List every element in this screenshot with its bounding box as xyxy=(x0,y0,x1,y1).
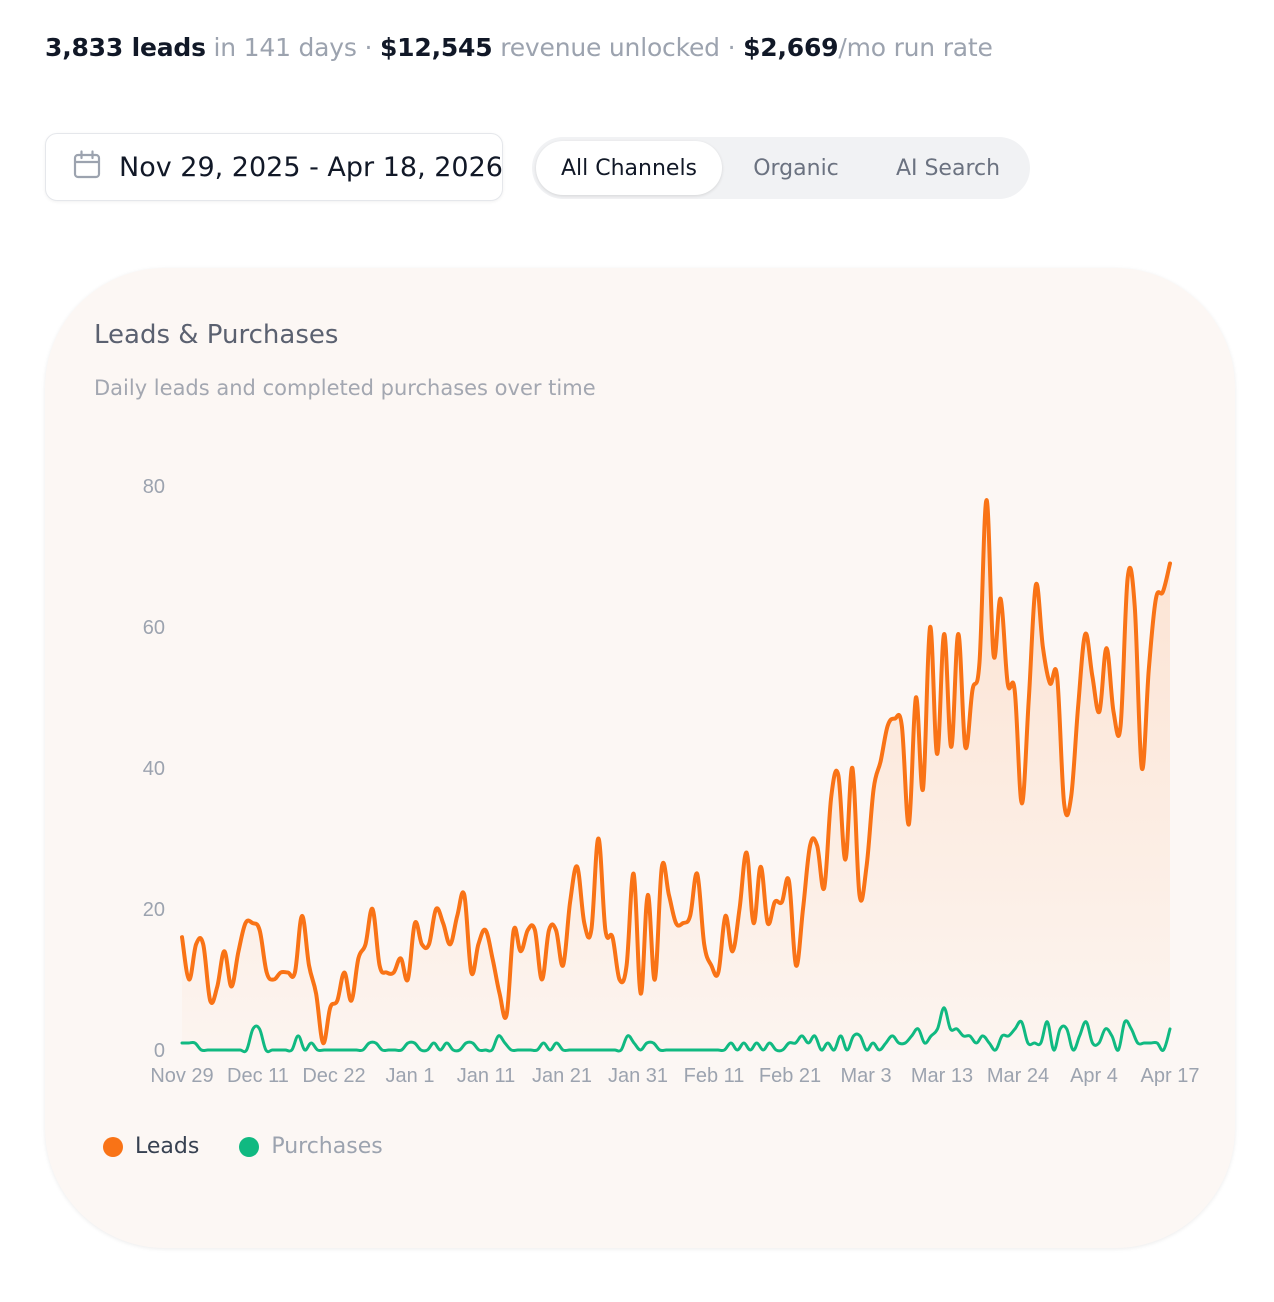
chart-title: Leads & Purchases xyxy=(94,320,339,350)
legend-label: Purchases xyxy=(271,1134,383,1159)
y-tick-label: 40 xyxy=(143,758,165,780)
x-tick-label: Jan 21 xyxy=(532,1065,592,1087)
x-tick-label: Mar 24 xyxy=(987,1065,1049,1087)
y-tick-label: 20 xyxy=(143,899,165,921)
purchases-series-line xyxy=(180,1006,1172,1054)
separator: · xyxy=(364,33,373,62)
calendar-icon xyxy=(73,150,101,184)
legend-item-purchases[interactable]: Purchases xyxy=(239,1134,383,1159)
x-tick-label: Mar 13 xyxy=(911,1065,973,1087)
tab-organic[interactable]: Organic xyxy=(722,141,870,195)
legend-label: Leads xyxy=(135,1134,200,1159)
tab-label: AI Search xyxy=(895,155,1001,181)
x-tick-label: Apr 17 xyxy=(1141,1065,1200,1087)
leads-count: 3,833 leads xyxy=(45,33,206,62)
chart-legend: Leads Purchases xyxy=(103,1134,423,1159)
legend-dot xyxy=(239,1136,260,1157)
leads-purchases-card: Leads & Purchases Daily leads and comple… xyxy=(45,268,1235,1248)
x-tick-label: Nov 29 xyxy=(150,1065,213,1087)
leads-series-line xyxy=(180,498,1172,1046)
tab-label: All Channels xyxy=(560,155,698,181)
legend-dot xyxy=(103,1136,123,1157)
x-tick-label: Jan 1 xyxy=(386,1065,435,1087)
x-tick-label: Feb 21 xyxy=(759,1065,821,1087)
revenue-label: revenue unlocked xyxy=(500,33,720,62)
separator: · xyxy=(727,33,736,62)
line-chart: 0 20 40 60 80 Nov 29 Dec 11 Dec 22 Jan 1 Jan 11 J… xyxy=(143,476,1200,1087)
y-tick-label: 0 xyxy=(154,1040,165,1062)
revenue-value: $12,545 xyxy=(379,33,493,62)
x-tick-label: Apr 4 xyxy=(1070,1065,1118,1087)
tab-ai-search[interactable]: AI Search xyxy=(870,141,1026,195)
y-tick-label: 80 xyxy=(143,476,165,498)
chart-subtitle: Daily leads and completed purchases over… xyxy=(94,376,596,400)
x-tick-label: Dec 11 xyxy=(227,1065,289,1087)
legend-item-leads[interactable]: Leads xyxy=(103,1134,199,1159)
runrate-label: /mo run rate xyxy=(838,33,993,62)
date-range-label: Nov 29, 2025 - Apr 18, 2026 xyxy=(119,151,503,183)
x-tick-label: Jan 31 xyxy=(608,1065,668,1087)
channel-filter: All Channels Organic AI Search xyxy=(532,137,1030,199)
x-tick-label: Jan 11 xyxy=(457,1065,516,1087)
y-tick-label: 60 xyxy=(143,617,165,639)
x-tick-label: Feb 11 xyxy=(684,1065,745,1087)
x-tick-label: Dec 22 xyxy=(302,1065,365,1087)
x-tick-label: Mar 3 xyxy=(840,1065,891,1087)
tab-label: Organic xyxy=(753,155,839,181)
summary-line: 3,833 leads in 141 days · $12,545 revenu… xyxy=(45,28,993,68)
tab-all-channels[interactable]: All Channels xyxy=(536,141,722,195)
runrate-value: $2,669 xyxy=(743,33,839,62)
date-range-picker[interactable]: Nov 29, 2025 - Apr 18, 2026 xyxy=(45,133,503,201)
leads-period: in 141 days xyxy=(213,33,357,62)
leads-area xyxy=(182,500,1170,1050)
